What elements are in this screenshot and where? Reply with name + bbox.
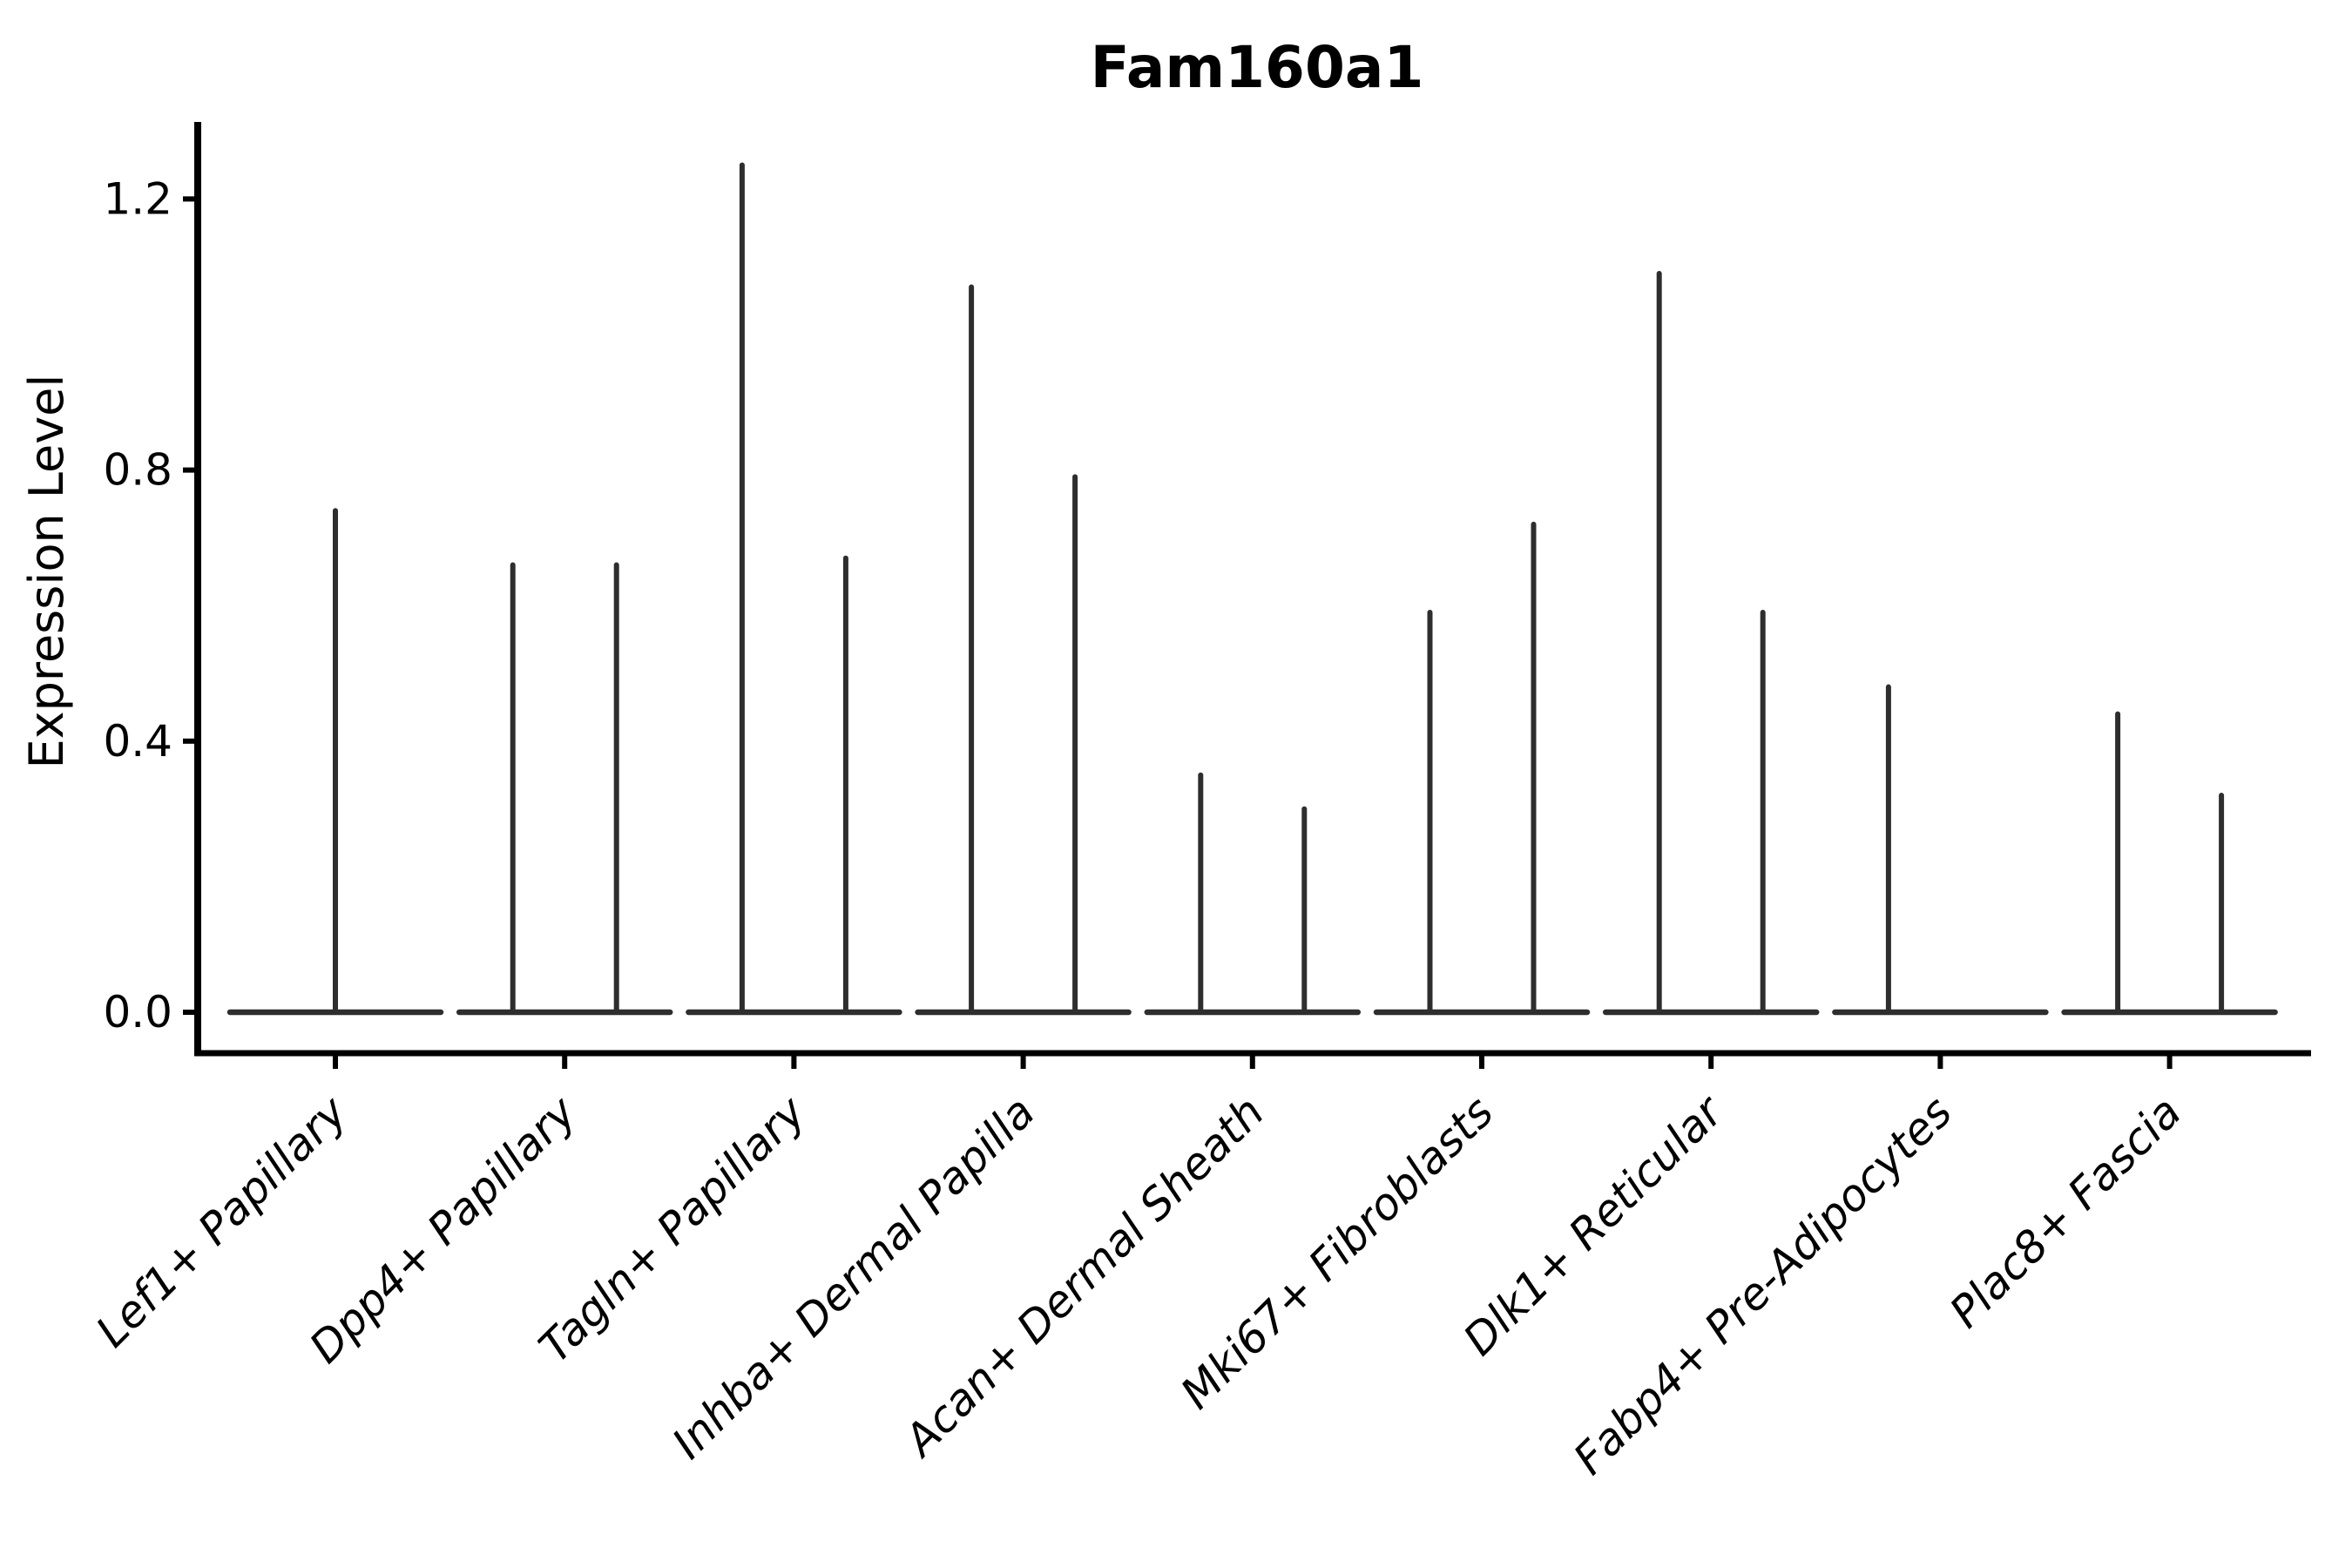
y-tick-label: 1.2 — [103, 173, 172, 224]
x-tick-label: Plac8+ Fascia — [1940, 1086, 2191, 1337]
violin-group — [456, 562, 673, 1016]
violin-group — [1144, 772, 1362, 1016]
violin-group — [1373, 521, 1591, 1016]
y-axis-label: Expression Level — [19, 375, 74, 769]
y-tick-label: 0.8 — [103, 445, 172, 496]
violin-group — [686, 162, 902, 1016]
x-tick-label: Fabp4+ Pre-Adipocytes — [1564, 1086, 1962, 1484]
x-tick-label: Acan+ Dermal Sheath — [893, 1086, 1274, 1467]
violin-group — [1602, 270, 1820, 1016]
x-tick-label: Inhba+ Dermal Papilla — [663, 1086, 1044, 1468]
violin-group — [915, 284, 1132, 1016]
y-tick-label: 0.4 — [103, 716, 172, 767]
violin-group — [2061, 711, 2278, 1016]
violin-group — [1832, 684, 2049, 1016]
chart-title: Fam160a1 — [1091, 34, 1424, 101]
y-tick-label: 0.0 — [103, 987, 172, 1037]
x-tick-label: Lef1+ Papillary — [86, 1085, 357, 1356]
violin-group — [226, 508, 444, 1016]
